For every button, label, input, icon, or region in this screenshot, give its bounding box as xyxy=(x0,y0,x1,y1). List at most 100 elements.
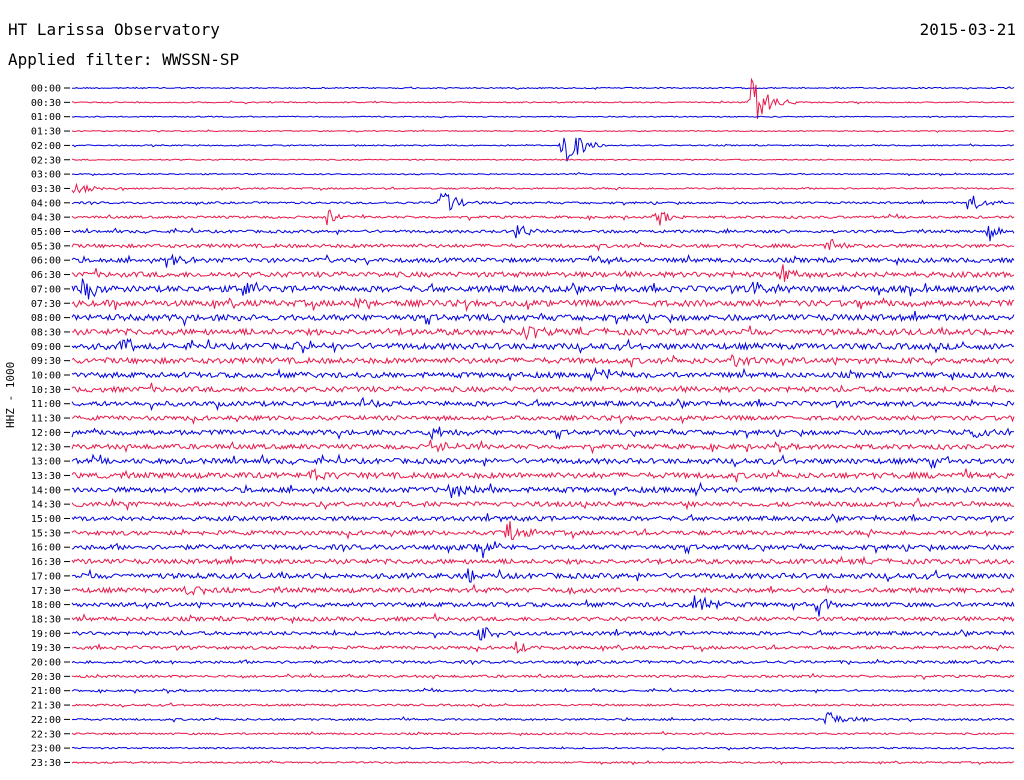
row-label: 17:00 xyxy=(31,571,61,582)
row-label: 15:00 xyxy=(31,514,61,525)
trace-20:30 xyxy=(71,672,1015,681)
row-label: 02:30 xyxy=(31,155,61,166)
row-label: 19:00 xyxy=(31,629,61,640)
row-label: 22:30 xyxy=(31,729,61,740)
trace-10:30 xyxy=(71,382,1015,394)
trace-14:30 xyxy=(71,497,1015,512)
trace-17:30 xyxy=(71,583,1015,596)
row-label: 10:30 xyxy=(31,385,61,396)
trace-07:30 xyxy=(71,296,1015,313)
row-label: 21:30 xyxy=(31,701,61,712)
row-label: 18:00 xyxy=(31,600,61,611)
trace-02:30 xyxy=(72,158,1015,162)
row-label: 04:00 xyxy=(31,198,61,209)
trace-19:30 xyxy=(71,641,1015,654)
trace-14:00 xyxy=(71,481,1015,499)
trace-09:00 xyxy=(71,337,1015,355)
trace-12:00 xyxy=(71,426,1015,441)
trace-08:30 xyxy=(71,325,1015,341)
row-label: 01:00 xyxy=(31,112,61,123)
row-label: 00:00 xyxy=(31,84,61,95)
row-label: 11:30 xyxy=(31,414,61,425)
row-label: 23:00 xyxy=(31,744,61,755)
trace-18:00 xyxy=(71,595,1015,617)
row-label: 20:00 xyxy=(31,658,61,669)
row-label: 07:00 xyxy=(31,284,61,295)
trace-02:00 xyxy=(71,137,1015,162)
row-label: 18:30 xyxy=(31,614,61,625)
trace-11:30 xyxy=(71,414,1015,426)
row-label: 20:30 xyxy=(31,672,61,683)
row-label: 16:00 xyxy=(31,543,61,554)
trace-21:30 xyxy=(71,702,1014,708)
row-label: 11:00 xyxy=(31,399,61,410)
trace-00:00 xyxy=(72,86,1015,90)
trace-11:00 xyxy=(71,396,1015,412)
trace-23:30 xyxy=(71,759,1015,766)
trace-06:30 xyxy=(71,264,1015,282)
trace-12:30 xyxy=(71,439,1015,455)
row-label: 21:00 xyxy=(31,686,61,697)
row-label: 07:30 xyxy=(31,299,61,310)
row-label: 03:30 xyxy=(31,184,61,195)
row-label: 02:00 xyxy=(31,141,61,152)
station-title: HT Larissa Observatory xyxy=(8,20,220,39)
row-time-labels: 00:00 00:30 01:00 01:30 02:00 02:30 03:00 03:30… xyxy=(31,84,70,769)
trace-13:00 xyxy=(71,453,1015,470)
trace-15:00 xyxy=(71,513,1015,524)
seismic-traces xyxy=(71,77,1015,766)
row-label: 08:00 xyxy=(31,313,61,324)
trace-18:30 xyxy=(71,612,1015,625)
trace-17:00 xyxy=(71,568,1015,583)
trace-16:30 xyxy=(71,555,1015,566)
trace-07:00 xyxy=(71,278,1015,300)
trace-23:00 xyxy=(71,746,1015,751)
trace-08:00 xyxy=(71,310,1015,327)
row-label: 15:30 xyxy=(31,528,61,539)
row-label: 06:30 xyxy=(31,270,61,281)
trace-22:30 xyxy=(71,730,1015,737)
filter-label: Applied filter: WWSSN-SP xyxy=(8,50,240,69)
trace-22:00 xyxy=(71,711,1014,726)
row-label: 04:30 xyxy=(31,213,61,224)
row-label: 05:30 xyxy=(31,241,61,252)
trace-05:00 xyxy=(71,225,1015,242)
row-label: 14:30 xyxy=(31,500,61,511)
plot-date: 2015-03-21 xyxy=(919,20,1016,39)
row-label: 08:30 xyxy=(31,327,61,338)
trace-04:00 xyxy=(71,192,1015,211)
row-label: 13:00 xyxy=(31,457,61,468)
trace-01:30 xyxy=(71,129,1015,133)
row-label: 12:00 xyxy=(31,428,61,439)
trace-20:00 xyxy=(71,658,1015,667)
trace-06:00 xyxy=(71,253,1015,268)
trace-05:30 xyxy=(71,238,1015,252)
row-label: 10:00 xyxy=(31,371,61,382)
row-label: 09:30 xyxy=(31,356,61,367)
row-label: 13:30 xyxy=(31,471,61,482)
trace-03:30 xyxy=(71,182,1015,194)
row-label: 16:30 xyxy=(31,557,61,568)
row-label: 05:00 xyxy=(31,227,61,238)
trace-03:00 xyxy=(71,171,1015,177)
row-label: 23:30 xyxy=(31,758,61,769)
trace-00:30 xyxy=(71,77,1015,119)
trace-15:30 xyxy=(71,520,1015,541)
row-label: 06:00 xyxy=(31,256,61,267)
row-label: 22:00 xyxy=(31,715,61,726)
trace-09:30 xyxy=(71,353,1015,368)
row-label: 19:30 xyxy=(31,643,61,654)
row-label: 01:30 xyxy=(31,127,61,138)
trace-04:30 xyxy=(71,209,1015,226)
row-label: 09:00 xyxy=(31,342,61,353)
trace-21:00 xyxy=(71,687,1015,695)
row-label: 12:30 xyxy=(31,442,61,453)
trace-01:00 xyxy=(71,115,1015,119)
row-label: 03:00 xyxy=(31,170,61,181)
trace-10:00 xyxy=(71,366,1015,383)
row-label: 17:30 xyxy=(31,586,61,597)
trace-16:00 xyxy=(71,541,1015,559)
row-label: 14:00 xyxy=(31,485,61,496)
trace-13:30 xyxy=(71,467,1015,483)
